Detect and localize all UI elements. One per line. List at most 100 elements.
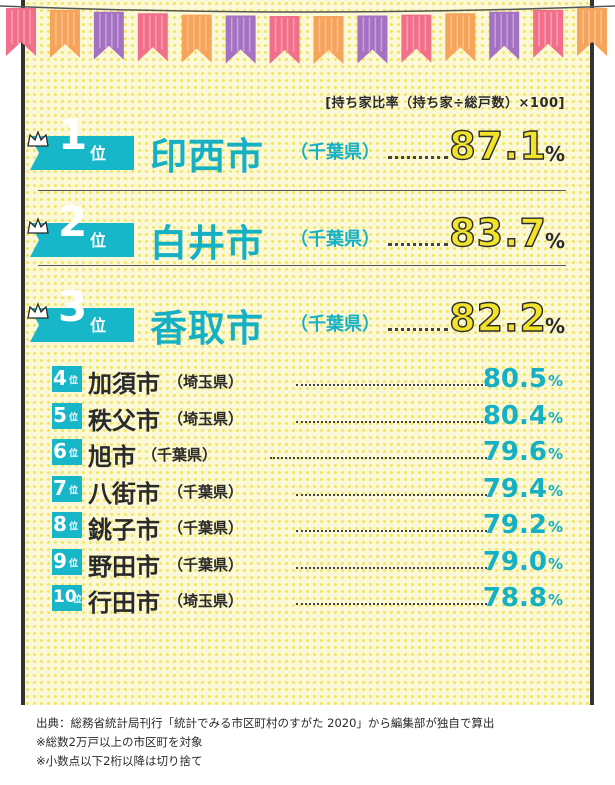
rank-badge: [52, 439, 82, 465]
value-label: 79.4: [482, 473, 547, 504]
prefecture-label: （埼玉県）: [168, 592, 244, 610]
value-label: 82.2: [449, 295, 547, 340]
rounding-note: ※小数点以下2桁以降は切り捨て: [36, 754, 203, 768]
city-name: 八街市: [88, 479, 160, 508]
value-label: 79.0: [482, 546, 547, 577]
pennant-flag: [181, 14, 212, 63]
value-label: 83.7: [449, 210, 547, 255]
pennant-flag: [6, 8, 36, 56]
percent-sign: %: [544, 314, 565, 338]
pennant-flag: [401, 14, 432, 63]
crown-icon: [26, 130, 50, 148]
percent-sign: %: [547, 591, 563, 609]
rank-number: 1: [58, 110, 88, 159]
leader-dots: [270, 457, 487, 459]
prefecture-label: （千葉県）: [168, 555, 244, 574]
city-name: 印西市: [150, 135, 264, 178]
percent-sign: %: [547, 445, 563, 463]
rank-suffix: 位: [69, 412, 79, 423]
city-name: 加須市: [88, 370, 160, 398]
value-label: 78.8: [482, 583, 547, 613]
leader-dots: [296, 566, 487, 569]
value-label: 80.5: [482, 364, 547, 394]
rank-number: 4: [53, 366, 67, 390]
rank-badge: [52, 402, 82, 429]
pennant-flag: [357, 15, 388, 64]
percent-sign: %: [547, 481, 563, 500]
right-pole: [590, 0, 594, 705]
table-row: 1 位 印西市 （千葉県） 87.1%: [0, 110, 615, 198]
unit-note: [持ち家比率（持ち家÷総戸数）×100]: [325, 96, 565, 111]
pennant-flag: [49, 9, 80, 58]
footnotes: 出典：総務省統計局刊行「統計でみる市区町村のすがた 2020」から編集部が独自で…: [36, 714, 606, 771]
table-row: 4 位加須市 （埼玉県） 80.5%: [0, 360, 615, 398]
rank-badge: [52, 475, 82, 502]
table-row: 3 位 香取市 （千葉県） 82.2%: [0, 282, 615, 370]
city-name: 行田市: [88, 589, 160, 617]
rank-badge: [52, 512, 82, 538]
table-row: 10 位行田市 （埼玉県） 78.8%: [0, 579, 615, 617]
rank-suffix: 位: [90, 231, 107, 250]
row-divider: [38, 190, 566, 191]
pennant-flag: [445, 13, 476, 62]
prefecture-label: （千葉県）: [142, 446, 218, 464]
pennant-flag: [225, 15, 256, 64]
chart-background: [24, 0, 591, 705]
percent-sign: %: [547, 408, 563, 427]
value-label: 79.2: [482, 510, 547, 540]
prefecture-label: （埼玉県）: [168, 409, 244, 428]
prefecture-label: （千葉県）: [290, 314, 380, 335]
rank-suffix: 位: [73, 595, 83, 605]
rank-number: 8: [53, 512, 67, 536]
leader-dots: [388, 328, 448, 331]
rank-number: 10: [53, 587, 77, 607]
value-label: 87.1: [449, 123, 547, 168]
rank-badge: [52, 548, 82, 575]
table-row: 5 位秩父市 （埼玉県） 80.4%: [0, 397, 615, 435]
percent-sign: %: [544, 229, 565, 253]
rank-suffix: 位: [69, 449, 79, 459]
city-name: 白井市: [150, 222, 264, 265]
prefecture-label: （千葉県）: [290, 229, 380, 250]
prefecture-label: （千葉県）: [290, 142, 380, 163]
percent-sign: %: [547, 372, 563, 390]
city-name: 秩父市: [88, 406, 160, 435]
leader-dots: [296, 493, 487, 496]
pennant-flag: [269, 15, 300, 64]
crown-icon: [26, 217, 50, 235]
leader-dots: [296, 530, 487, 532]
pennant-flag: [93, 11, 124, 60]
percent-sign: %: [544, 142, 565, 166]
leader-dots: [296, 420, 487, 423]
table-row: 7 位八街市 （千葉県） 79.4%: [0, 470, 615, 508]
bunting-garland: [0, 5, 615, 64]
pennant-flag: [313, 15, 344, 64]
value-label: 79.6: [482, 437, 547, 467]
table-row: 6 位旭市 （千葉県） 79.6%: [0, 433, 615, 471]
prefecture-label: （千葉県）: [168, 482, 244, 501]
left-pole: [21, 0, 25, 705]
leader-dots: [296, 603, 487, 605]
rank-number: 2: [58, 197, 88, 246]
bunting-string: [0, 5, 615, 13]
table-row: 8 位銚子市 （千葉県） 79.2%: [0, 506, 615, 544]
rank-suffix: 位: [69, 485, 79, 496]
leader-dots: [388, 243, 448, 246]
row-divider: [38, 265, 566, 266]
pennant-flag: [137, 13, 168, 62]
rank-number: 6: [53, 439, 67, 463]
city-name: 銚子市: [88, 516, 160, 544]
city-name: 旭市: [88, 443, 136, 471]
pennant-flag: [577, 8, 608, 56]
city-name: 香取市: [150, 307, 264, 350]
rank-suffix: 位: [69, 376, 79, 386]
prefecture-label: （千葉県）: [168, 519, 244, 537]
rank-suffix: 位: [90, 316, 107, 335]
rank-number: 5: [53, 402, 67, 427]
pennant-flag: [489, 11, 520, 60]
percent-sign: %: [547, 554, 563, 573]
source-note: 出典：総務省統計局刊行「統計でみる市区町村のすがた 2020」から編集部が独自で…: [36, 716, 495, 730]
table-row: 9 位野田市 （千葉県） 79.0%: [0, 543, 615, 581]
rank-suffix: 位: [69, 558, 79, 569]
percent-sign: %: [547, 518, 563, 536]
